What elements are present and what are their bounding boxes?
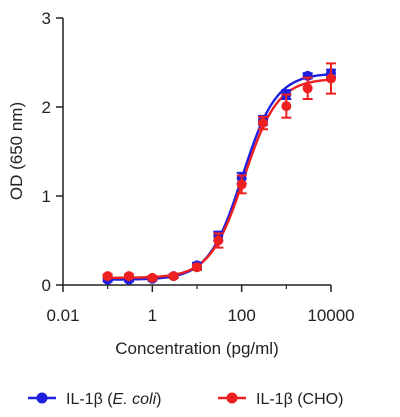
- data-point: [302, 83, 313, 94]
- legend-label: IL-1β (CHO): [256, 391, 343, 408]
- fit-curves: [107, 73, 332, 281]
- data-point: [257, 118, 268, 129]
- data-point: [147, 272, 158, 283]
- data-point: [102, 271, 113, 282]
- y-axis-label: OD (650 nm): [7, 102, 26, 200]
- y-tick-label: 1: [42, 187, 51, 206]
- legend-label-part: E. coli: [113, 391, 157, 408]
- legend-label: IL-1β (E. coli): [66, 391, 161, 408]
- data-point: [326, 73, 336, 84]
- legend-label-part: IL-1β (CHO): [256, 391, 343, 408]
- data-point: [192, 262, 202, 273]
- axes: 0 1 2 3 0.01 1 100 10000: [42, 9, 355, 325]
- data-point: [123, 271, 134, 282]
- legend-label-part: IL-1β (: [66, 391, 113, 408]
- y-tick-label: 0: [42, 276, 51, 295]
- x-tick-label: 100: [227, 306, 255, 325]
- legend-label-part: ): [156, 391, 161, 408]
- data-point: [281, 101, 292, 112]
- data-point: [236, 179, 247, 190]
- legend-marker: [36, 392, 48, 404]
- x-tick-label: 10000: [307, 306, 354, 325]
- y-tick-label: 3: [42, 9, 51, 28]
- x-tick-label: 0.01: [46, 306, 79, 325]
- data-point: [213, 235, 224, 246]
- data-point: [168, 271, 179, 282]
- x-tick-label: 1: [148, 306, 157, 325]
- legend: IL-1β (E. coli) IL-1β (CHO): [28, 391, 343, 408]
- fit-curve: [107, 73, 332, 281]
- x-axis-label: Concentration (pg/ml): [115, 339, 278, 358]
- legend-marker: [226, 392, 238, 404]
- y-tick-label: 2: [42, 98, 51, 117]
- data-points: [102, 62, 336, 285]
